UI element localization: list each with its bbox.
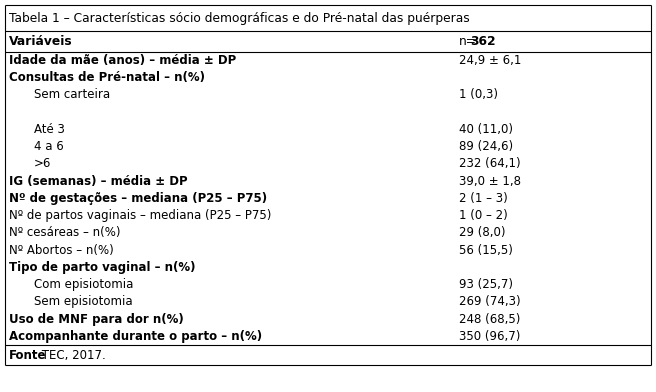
Text: 232 (64,1): 232 (64,1) bbox=[459, 157, 520, 171]
Text: Idade da mãe (anos) – média ± DP: Idade da mãe (anos) – média ± DP bbox=[9, 54, 236, 67]
Text: Com episiotomia: Com episiotomia bbox=[34, 278, 133, 291]
Text: 39,0 ± 1,8: 39,0 ± 1,8 bbox=[459, 174, 521, 188]
Text: 56 (15,5): 56 (15,5) bbox=[459, 243, 512, 257]
Text: Nº de gestações – mediana (P25 – P75): Nº de gestações – mediana (P25 – P75) bbox=[9, 192, 267, 205]
Text: 40 (11,0): 40 (11,0) bbox=[459, 123, 512, 136]
Text: Tipo de parto vaginal – n(%): Tipo de parto vaginal – n(%) bbox=[9, 261, 195, 274]
Text: 362: 362 bbox=[470, 35, 495, 48]
Text: 1 (0,3): 1 (0,3) bbox=[459, 88, 497, 102]
Text: n=: n= bbox=[459, 35, 476, 48]
Text: Nº Abortos – n(%): Nº Abortos – n(%) bbox=[9, 243, 114, 257]
Text: 24,9 ± 6,1: 24,9 ± 6,1 bbox=[459, 54, 521, 67]
Text: 93 (25,7): 93 (25,7) bbox=[459, 278, 512, 291]
Text: 1 (0 – 2): 1 (0 – 2) bbox=[459, 209, 507, 222]
Text: IG (semanas) – média ± DP: IG (semanas) – média ± DP bbox=[9, 174, 188, 188]
Text: 269 (74,3): 269 (74,3) bbox=[459, 295, 520, 309]
Text: Acompanhante durante o parto – n(%): Acompanhante durante o parto – n(%) bbox=[9, 330, 262, 343]
Text: Nº cesáreas – n(%): Nº cesáreas – n(%) bbox=[9, 226, 121, 240]
Text: Sem episiotomia: Sem episiotomia bbox=[34, 295, 133, 309]
Text: 248 (68,5): 248 (68,5) bbox=[459, 312, 520, 326]
Text: Fonte: Fonte bbox=[9, 348, 47, 362]
Text: 29 (8,0): 29 (8,0) bbox=[459, 226, 505, 240]
Text: 4 a 6: 4 a 6 bbox=[34, 140, 64, 153]
Text: Variáveis: Variáveis bbox=[9, 35, 73, 48]
Text: 2 (1 – 3): 2 (1 – 3) bbox=[459, 192, 507, 205]
Text: Consultas de Pré-natal – n(%): Consultas de Pré-natal – n(%) bbox=[9, 71, 205, 84]
Text: Nº de partos vaginais – mediana (P25 – P75): Nº de partos vaginais – mediana (P25 – P… bbox=[9, 209, 272, 222]
Text: 350 (96,7): 350 (96,7) bbox=[459, 330, 520, 343]
Text: : TEC, 2017.: : TEC, 2017. bbox=[34, 348, 106, 362]
Text: Sem carteira: Sem carteira bbox=[34, 88, 110, 102]
Text: Tabela 1 – Características sócio demográficas e do Pré-natal das puérperas: Tabela 1 – Características sócio demográ… bbox=[9, 11, 470, 25]
Text: >6: >6 bbox=[34, 157, 51, 171]
Text: Uso de MNF para dor n(%): Uso de MNF para dor n(%) bbox=[9, 312, 184, 326]
Text: Até 3: Até 3 bbox=[34, 123, 65, 136]
Text: 89 (24,6): 89 (24,6) bbox=[459, 140, 513, 153]
